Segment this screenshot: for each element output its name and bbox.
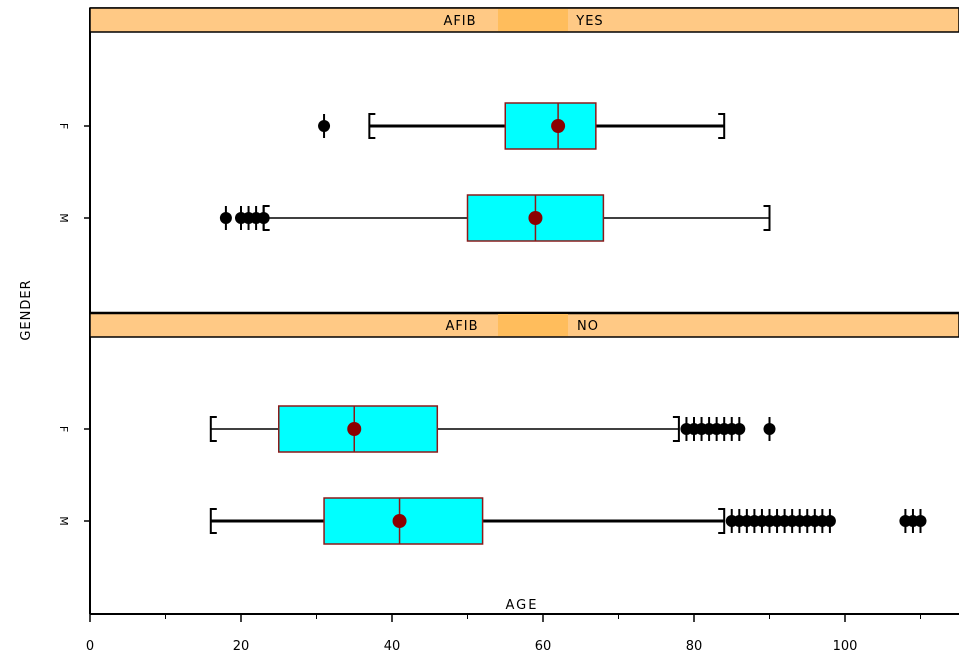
x-tick-label-40: 40 — [384, 639, 401, 654]
panel-no-strip-right: NO — [577, 319, 599, 334]
mean-marker-panel0-M — [528, 211, 543, 225]
whisker-cap-high-panel1-M — [718, 508, 726, 534]
boxplot-panel1-F — [209, 405, 776, 453]
outlier-panel1-F-8 — [763, 417, 776, 441]
y-axis-label: GENDER — [19, 279, 34, 340]
category-label-panel1-F: F — [57, 426, 70, 432]
category-label-panel0-F: F — [57, 123, 70, 129]
boxplot-panel1-M — [209, 497, 927, 545]
boxplot-panel0-M — [219, 194, 771, 242]
x-axis-label: AGE — [506, 598, 539, 613]
panel-yes-strip-highlight — [498, 9, 568, 31]
whisker-cap-high-panel0-M — [763, 205, 771, 231]
whisker-cap-low-panel0-F — [368, 113, 376, 139]
category-label-panel0-M: M — [57, 213, 70, 223]
box-panel0-F — [504, 102, 597, 150]
panel-no-strip-left: AFIB — [445, 319, 478, 334]
category-label-panel1-M: M — [57, 516, 70, 526]
panel-yes-strip-right: YES — [575, 14, 603, 29]
panel-no-strip: AFIB NO — [89, 311, 959, 338]
outlier-panel1-M-13 — [823, 509, 836, 533]
mean-marker-panel1-M — [392, 514, 407, 528]
boxplot-panel0-F — [318, 102, 726, 150]
panel-yes-strip-left: AFIB — [443, 14, 476, 29]
x-tick-label-100: 100 — [833, 639, 858, 654]
x-tick-label-60: 60 — [535, 639, 552, 654]
x-tick-label-20: 20 — [233, 639, 250, 654]
x-tick-label-80: 80 — [686, 639, 703, 654]
panel-no-strip-highlight — [498, 314, 568, 336]
outlier-panel0-M-0 — [219, 206, 232, 230]
outlier-panel1-M-16 — [914, 509, 927, 533]
whisker-cap-high-panel1-F — [672, 416, 680, 442]
outlier-panel1-F-7 — [733, 417, 746, 441]
mean-marker-panel0-F — [551, 119, 566, 133]
chart-marks: F M F M — [57, 102, 927, 545]
x-tick-label-0: 0 — [86, 639, 94, 654]
whisker-cap-low-panel1-M — [209, 508, 217, 534]
whisker-cap-low-panel1-F — [209, 416, 217, 442]
outlier-panel0-F-0 — [318, 114, 331, 138]
mean-marker-panel1-F — [347, 422, 362, 436]
panel-yes-strip: AFIB YES — [89, 7, 959, 33]
outlier-panel0-M-4 — [257, 206, 270, 230]
x-axis-ticks: 0 20 40 60 80 100 — [86, 614, 921, 654]
whisker-cap-high-panel0-F — [718, 113, 726, 139]
